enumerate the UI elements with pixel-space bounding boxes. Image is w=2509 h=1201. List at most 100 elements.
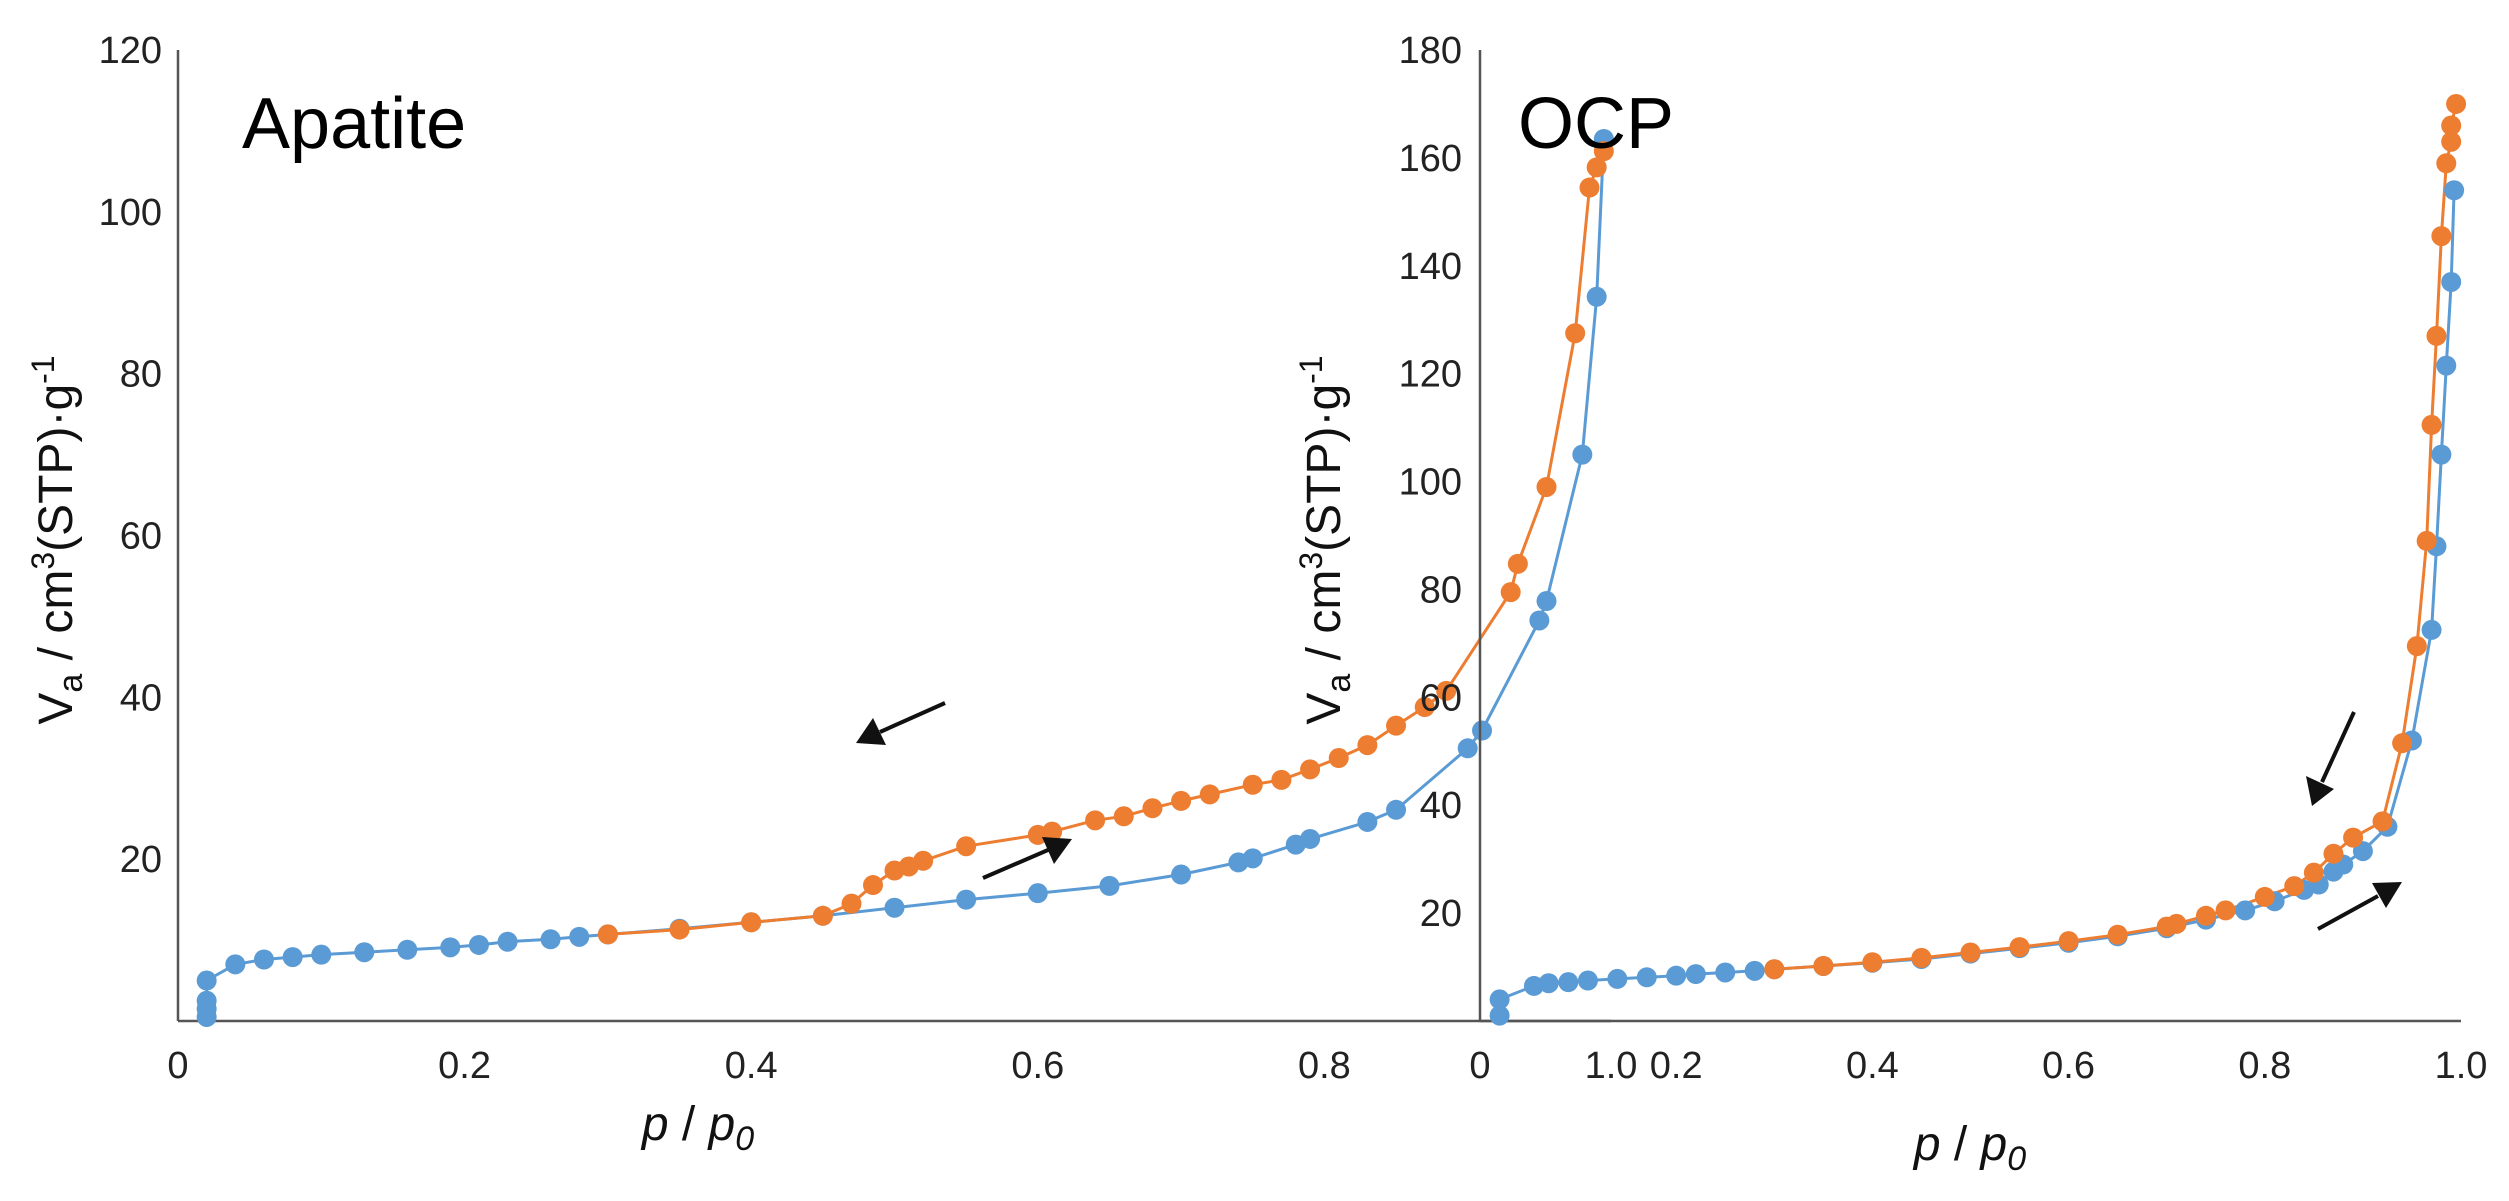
apatite-adsorption-point <box>1099 875 1120 896</box>
apatite-desorption-arrow <box>856 701 946 745</box>
apatite-adsorption-point <box>1529 610 1550 631</box>
ocp-desorption-point <box>2392 733 2413 754</box>
apatite-desorption-point <box>1171 790 1192 811</box>
ocp-y-tick-label: 60 <box>1420 677 1462 719</box>
ocp-adsorption-point <box>2431 444 2452 465</box>
apatite-adsorption-point <box>440 937 461 958</box>
ocp-desorption-point <box>2323 843 2344 864</box>
apatite-desorption-point <box>1586 157 1607 178</box>
apatite-desorption-point <box>597 924 618 945</box>
ocp-desorption-point <box>2254 886 2275 907</box>
ocp-adsorption-point <box>2436 355 2457 376</box>
ocp-desorption-point <box>1813 955 1834 976</box>
apatite-adsorption-point <box>354 942 375 963</box>
apatite-x-axis-title: p / p0 <box>640 1098 754 1158</box>
ocp-tick-group: 0 0.2 0.4 0.6 0.8 1.0 20 40 60 80 100 120 140 160 180 <box>1399 30 2488 1087</box>
apatite-y-tick-label: 40 <box>120 677 162 719</box>
apatite-adsorption-point <box>397 939 418 960</box>
apatite-adsorption-point <box>884 897 905 918</box>
apatite-desorption-point <box>1414 697 1435 718</box>
ocp-desorption-point <box>1960 942 1981 963</box>
apatite-adsorption-point <box>956 889 977 910</box>
apatite-x-tick-label: 0.6 <box>1011 1045 1064 1087</box>
apatite-desorption-point <box>956 836 977 857</box>
apatite-x-tick-label: 0.8 <box>1298 1045 1351 1087</box>
apatite-y-tick-label: 80 <box>120 354 162 396</box>
ocp-y-tick-label: 20 <box>1420 893 1462 935</box>
apatite-y-tick-label: 100 <box>99 192 162 234</box>
ocp-x-tick-label: 0.4 <box>1846 1045 1899 1087</box>
ocp-desorption-point <box>2195 905 2216 926</box>
apatite-adsorption-point <box>1027 883 1048 904</box>
ocp-chart-title: OCP <box>1518 84 1674 164</box>
apatite-panel: Apatite 0 0.2 0.4 0.6 0.8 1.0 20 40 60 80 100 120 p… <box>25 30 1637 1158</box>
apatite-desorption-point <box>812 905 833 926</box>
apatite-adsorption-point <box>1300 828 1321 849</box>
apatite-desorption-point <box>1579 177 1600 198</box>
apatite-series-points <box>196 129 1614 1027</box>
ocp-adsorption-point <box>1744 960 1765 981</box>
apatite-desorption-point <box>1242 774 1263 795</box>
apatite-desorption-point <box>1027 824 1048 845</box>
apatite-desorption-point <box>1500 582 1521 603</box>
apatite-desorption-point <box>1113 806 1134 827</box>
ocp-adsorption-point <box>2235 900 2256 921</box>
apatite-y-tick-label: 120 <box>99 30 162 72</box>
ocp-x-tick-label: 0.8 <box>2238 1045 2291 1087</box>
apatite-x-tick-label: 0 <box>167 1045 188 1087</box>
apatite-adsorption-point <box>253 949 274 970</box>
apatite-x-tick-label: 0.4 <box>725 1045 778 1087</box>
apatite-adsorption-point <box>1386 799 1407 820</box>
ocp-x-tick-label: 0.6 <box>2042 1045 2095 1087</box>
apatite-adsorption-arrow <box>982 837 1072 880</box>
ocp-desorption-point <box>2441 131 2462 152</box>
apatite-x-tick-label: 1.0 <box>1585 1045 1638 1087</box>
ocp-desorption-point <box>2446 93 2467 114</box>
apatite-desorption-point <box>1593 141 1614 162</box>
apatite-desorption-point <box>1271 769 1292 790</box>
ocp-desorption-point <box>2416 530 2437 551</box>
ocp-desorption-point <box>2343 827 2364 848</box>
apatite-adsorption-point <box>569 926 590 947</box>
ocp-y-tick-label: 140 <box>1399 246 1462 288</box>
apatite-desorption-point <box>1536 476 1557 497</box>
apatite-desorption-point <box>1328 748 1349 769</box>
apatite-desorption-point <box>669 919 690 940</box>
apatite-desorption-point <box>841 893 862 914</box>
apatite-desorption-point <box>1142 798 1163 819</box>
ocp-desorption-point <box>2436 153 2457 174</box>
apatite-desorption-point <box>1357 735 1378 756</box>
apatite-desorption-point <box>1085 810 1106 831</box>
ocp-desorption-point <box>2431 226 2452 247</box>
ocp-desorption-point <box>2156 916 2177 937</box>
apatite-adsorption-point <box>196 990 217 1011</box>
ocp-adsorption-point <box>1715 962 1736 983</box>
ocp-y-axis-title: Va / cm3(STP)·g-1 <box>1293 355 1358 724</box>
ocp-desorption-point <box>2441 115 2462 136</box>
ocp-adsorption-point <box>2421 619 2442 640</box>
ocp-desorption-point <box>2406 636 2427 657</box>
ocp-y-tick-label: 40 <box>1420 785 1462 827</box>
ocp-series-points <box>1489 93 2467 1026</box>
ocp-y-tick-label: 180 <box>1399 30 1462 72</box>
apatite-adsorption-point <box>1472 720 1493 741</box>
ocp-desorption-arrow <box>2306 711 2356 806</box>
ocp-adsorption-point <box>1685 964 1706 985</box>
ocp-adsorption-point <box>1607 968 1628 989</box>
ocp-x-tick-label: 0.2 <box>1650 1045 1703 1087</box>
ocp-x-axis-title: p / p0 <box>1912 1118 2026 1178</box>
apatite-adsorption-point <box>497 931 518 952</box>
apatite-desorption-point <box>1436 680 1457 701</box>
ocp-adsorption-point <box>1558 972 1579 993</box>
apatite-adsorption-point <box>1457 738 1478 759</box>
apatite-desorption-point <box>1199 784 1220 805</box>
ocp-desorption-point <box>1862 952 1883 973</box>
apatite-adsorption-point <box>1171 864 1192 885</box>
ocp-desorption-point <box>2284 876 2305 897</box>
apatite-desorption-point <box>1507 553 1528 574</box>
ocp-y-tick-label: 100 <box>1399 462 1462 504</box>
ocp-desorption-point <box>2303 862 2324 883</box>
apatite-adsorption-point <box>311 944 332 965</box>
ocp-desorption-point <box>2215 900 2236 921</box>
ocp-adsorption-point <box>2444 180 2465 201</box>
